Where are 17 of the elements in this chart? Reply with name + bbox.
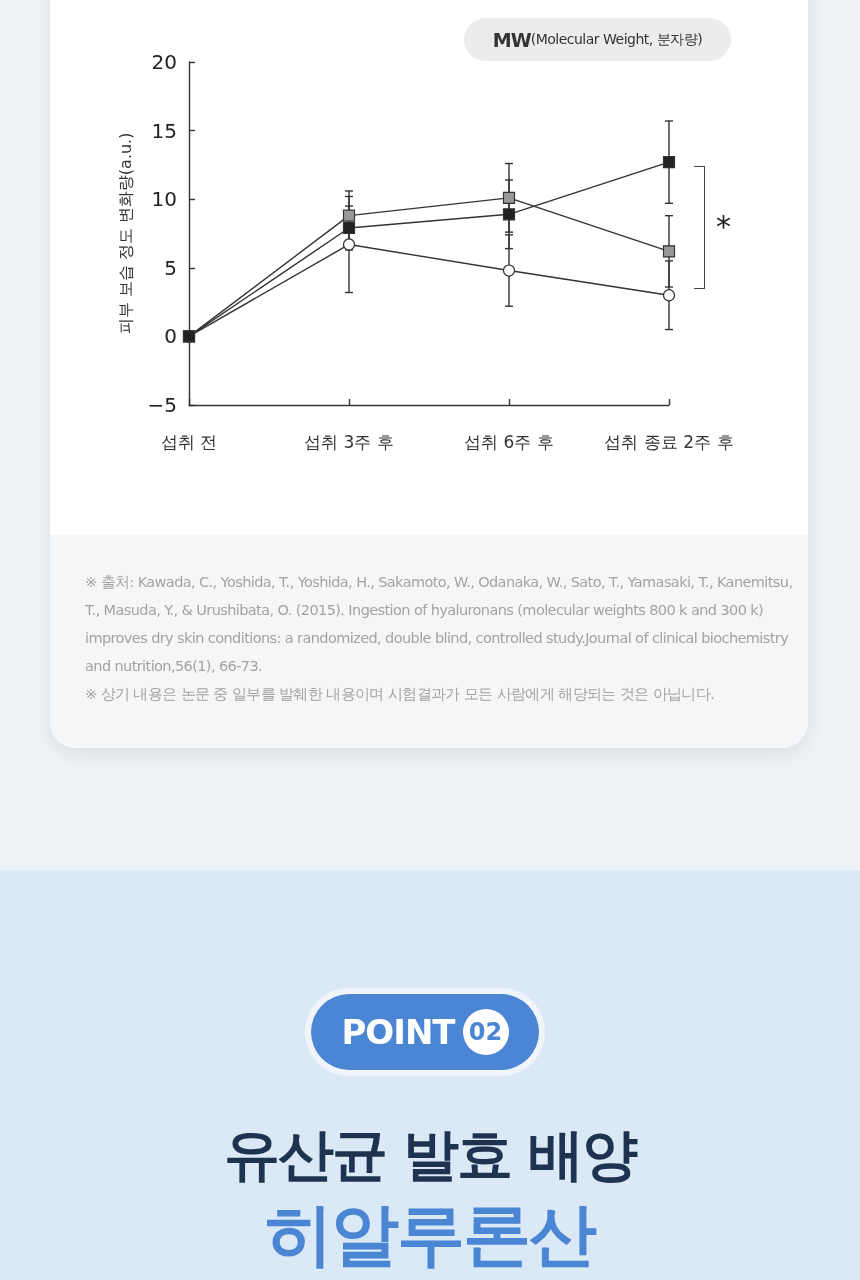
text: * (716, 208, 731, 244)
x-tick-label: 섭취 3주 후 (304, 431, 394, 452)
text: ※ 출처: Kawada, C., Yoshida, T., Yoshida, H., Sakamoto, W., Odanaka, W., Sato, T., Yamasaki, T., Kanemitsu, T., Masuda, Y., & Urushibata, O. (2015). Ingestion of hyaluronans (molecular weights 800 k and 300 k) improves dry skin conditions: a randomized, double blind, controlled study.Journal of clinical biochemistry and nutrition,56(1), 66-73. (85, 573, 794, 676)
x-tick-label: 섭취 종료 2주 후 (604, 431, 734, 452)
y-tick-label: 5 (164, 255, 177, 280)
y-tick-label: 20 (151, 50, 177, 74)
y-tick-label: 15 (151, 118, 177, 143)
point-badge: POINT 02 (305, 988, 545, 1076)
y-axis-title: 피부 보습 정도 변화량(a.u.) (115, 132, 135, 335)
text: 유산균 발효 배양 (222, 1122, 638, 1188)
y-tick-label: 10 (151, 187, 177, 212)
x-tick-label: 섭취 6주 후 (464, 431, 554, 452)
x-tick-label: 섭취 전 (160, 431, 218, 452)
y-tick-label: 0 (164, 324, 177, 349)
text: ※ 상기 내용은 논문 중 일부를 발췌한 내용이며 시험결과가 모든 사람에게 해당되는 것은 아닙니다. (85, 685, 716, 704)
y-tick-label: −5 (147, 393, 177, 417)
text: 히알루론산 (264, 1195, 597, 1274)
